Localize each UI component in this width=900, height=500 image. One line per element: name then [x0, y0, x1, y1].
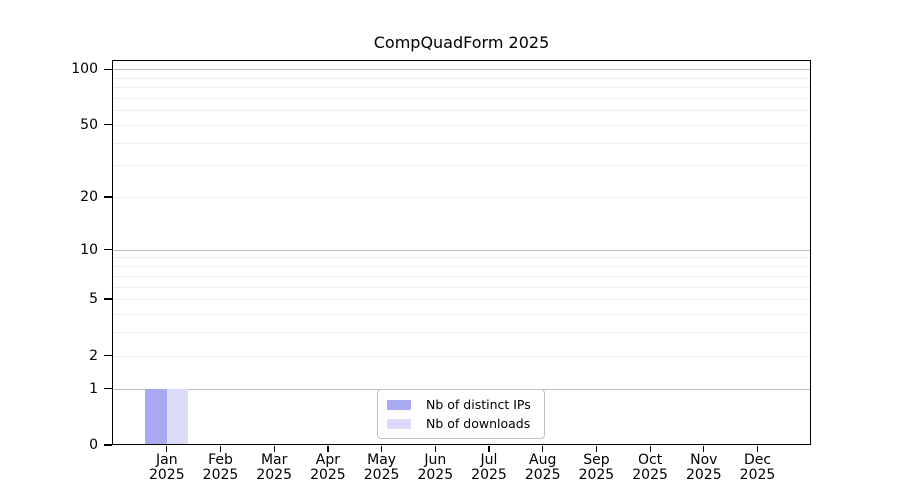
- x-label-year: 2025: [256, 467, 292, 483]
- y-axis-tick: [104, 196, 112, 198]
- x-label-month: Apr: [315, 452, 340, 468]
- y-axis-tick-label: 1: [89, 380, 98, 397]
- legend-swatch-nb-of-distinct-ips: [387, 399, 411, 410]
- gridline-minor: [112, 313, 811, 315]
- x-axis-tick-label: Dec 2025: [718, 453, 798, 483]
- legend-label: Nb of downloads: [426, 416, 531, 431]
- x-axis-tick-label: Oct 2025: [610, 453, 690, 483]
- x-axis-tick: [166, 446, 168, 452]
- y-axis-tick: [104, 68, 112, 70]
- x-axis-tick: [273, 446, 275, 452]
- x-label-month: Jun: [424, 452, 447, 468]
- x-label-month: Oct: [637, 452, 663, 468]
- x-label-year: 2025: [363, 467, 400, 483]
- bar-nb-of-distinct-ips: [145, 388, 167, 445]
- x-axis-tick: [595, 446, 598, 452]
- x-axis-tick-label: Feb 2025: [181, 453, 261, 483]
- y-axis-tick-label: 100: [71, 61, 98, 78]
- legend-label: Nb of distinct IPs: [426, 397, 531, 412]
- gridline-major: [112, 69, 811, 71]
- gridline-minor: [112, 355, 811, 357]
- x-label-year: 2025: [578, 467, 615, 483]
- gridline-minor: [112, 197, 811, 199]
- gridline-minor: [112, 165, 811, 167]
- y-axis-tick-label: 20: [80, 189, 98, 206]
- x-label-month: Nov: [690, 452, 718, 468]
- gridline-minor: [112, 257, 811, 259]
- x-axis-tick-label: May 2025: [342, 453, 422, 483]
- y-axis-tick: [104, 354, 112, 357]
- legend-item: Nb of downloads: [387, 416, 535, 431]
- x-label-month: Jan: [156, 452, 178, 468]
- x-label-year: 2025: [417, 467, 454, 483]
- x-label-year: 2025: [471, 467, 507, 483]
- x-axis-tick-label: Jan 2025: [127, 453, 207, 483]
- legend-item: Nb of distinct IPs: [387, 397, 535, 412]
- x-label-month: May: [367, 452, 397, 468]
- x-axis-tick: [649, 446, 651, 452]
- gridline-minor: [112, 97, 811, 99]
- y-axis-tick-label: 0: [89, 437, 98, 453]
- y-axis-tick: [104, 124, 112, 126]
- y-axis-tick-label: 5: [89, 291, 98, 308]
- bar-nb-of-downloads: [166, 388, 189, 445]
- x-axis-tick: [434, 446, 436, 452]
- x-label-year: 2025: [685, 467, 722, 483]
- y-axis-tick: [104, 387, 112, 390]
- x-axis-tick: [381, 446, 383, 452]
- chart-title: CompQuadForm 2025: [373, 33, 550, 52]
- gridline-minor: [112, 110, 811, 112]
- x-axis-tick: [703, 446, 705, 452]
- x-axis-tick-label: Jul 2025: [449, 453, 529, 483]
- x-axis-tick-label: Nov 2025: [664, 453, 744, 483]
- gridline-minor: [112, 142, 811, 144]
- gridline-minor: [112, 77, 811, 79]
- gridline-minor: [112, 286, 811, 288]
- gridline-minor: [112, 299, 811, 301]
- x-label-year: 2025: [524, 467, 561, 483]
- gridline-minor: [112, 332, 811, 334]
- gridline-minor: [112, 87, 811, 89]
- y-axis-tick-label: 10: [80, 241, 98, 258]
- x-label-month: Feb: [208, 452, 233, 468]
- x-axis-tick-label: Aug 2025: [503, 453, 583, 483]
- gridline-minor: [112, 266, 811, 268]
- x-label-year: 2025: [148, 467, 185, 483]
- x-label-year: 2025: [739, 467, 776, 483]
- y-axis-tick: [104, 249, 112, 251]
- y-axis-tick-label: 2: [89, 347, 98, 364]
- y-axis-tick-label: 50: [80, 116, 98, 133]
- gridline-minor: [112, 124, 811, 126]
- x-axis-tick-label: Jun 2025: [395, 453, 475, 483]
- y-axis-tick: [104, 298, 112, 300]
- x-axis-tick: [219, 446, 222, 452]
- x-label-year: 2025: [632, 467, 668, 483]
- x-label-year: 2025: [310, 467, 346, 483]
- legend-swatch-nb-of-downloads: [387, 418, 411, 429]
- x-axis-tick: [542, 446, 544, 452]
- x-label-month: Sep: [583, 452, 610, 468]
- x-label-month: Dec: [743, 452, 772, 468]
- x-axis-tick-label: Apr 2025: [288, 453, 368, 483]
- x-axis-tick-label: Sep 2025: [556, 453, 636, 483]
- y-axis-tick: [104, 444, 112, 446]
- x-label-year: 2025: [202, 467, 239, 483]
- x-label-month: Aug: [529, 452, 557, 468]
- x-label-month: Mar: [260, 452, 288, 468]
- legend: Nb of distinct IPs Nb of downloads: [377, 389, 545, 439]
- gridline-minor: [112, 275, 811, 277]
- x-axis-tick-label: Mar 2025: [234, 453, 314, 483]
- x-axis-tick: [488, 446, 490, 452]
- gridline-major: [112, 249, 811, 251]
- x-axis-tick: [327, 446, 329, 452]
- plot-area: [112, 60, 811, 445]
- x-axis-tick: [756, 446, 759, 452]
- x-label-month: Jul: [480, 452, 498, 468]
